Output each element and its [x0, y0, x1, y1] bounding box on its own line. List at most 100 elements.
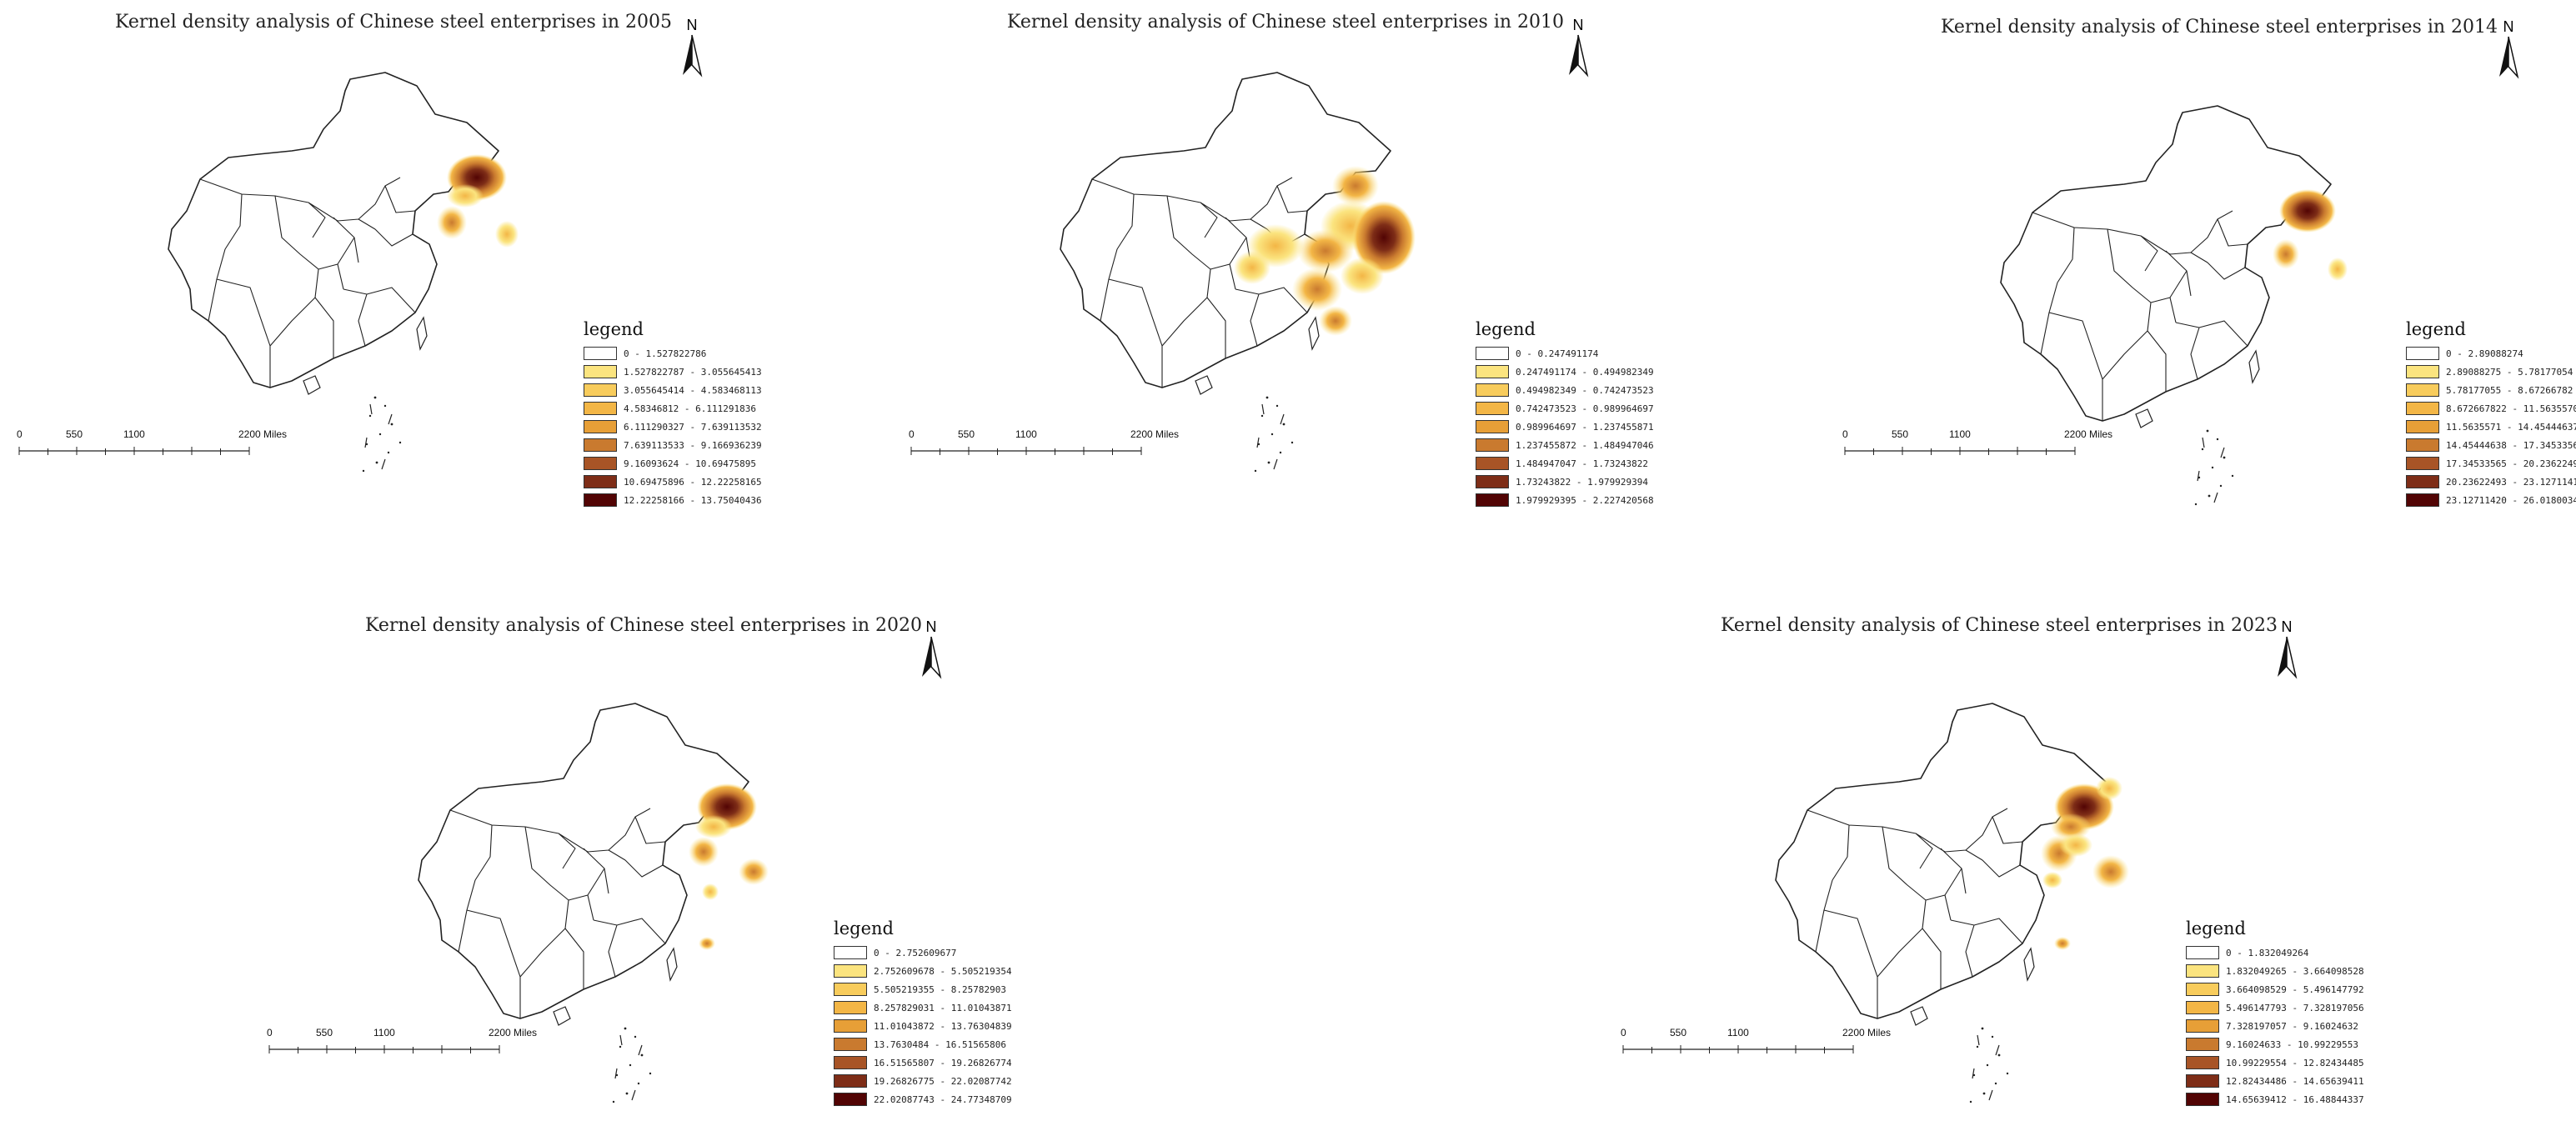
scale-labels: 0 550 1100 2200 Miles [1842, 428, 2141, 443]
legend-item: 0 - 1.832049264 [2186, 943, 2364, 962]
legend-rows: 0 - 1.527822786 1.527822787 - 3.055645413… [584, 344, 762, 509]
scale-label: 1100 [123, 428, 145, 440]
legend-swatch [834, 1019, 867, 1033]
legend-swatch [2186, 1093, 2219, 1106]
legend-label: 0.247491174 - 0.494982349 [1516, 366, 1654, 378]
legend-item: 0.494982349 - 0.742473523 [1476, 381, 1654, 399]
legend-swatch [2406, 457, 2439, 470]
scale-label: 1100 [1015, 428, 1037, 440]
scale-labels: 0 550 1100 2200 Miles [267, 1027, 565, 1042]
hotspot-fujian [699, 937, 715, 950]
north-arrow-icon: N [2488, 17, 2529, 92]
legend-label: 17.34533565 - 20.23622492 [2446, 458, 2576, 469]
legend-label: 1.484947047 - 1.73243822 [1516, 458, 1648, 469]
scale-label: 550 [958, 428, 975, 440]
legend-swatch [1476, 475, 1509, 488]
legend: legend 0 - 1.527822786 1.527822787 - 3.05… [584, 319, 762, 509]
legend-item: 2.89088275 - 5.78177054 [2406, 363, 2576, 381]
legend-swatch [2406, 347, 2439, 360]
legend-swatch [834, 1074, 867, 1088]
map-title: Kernel density analysis of Chinese steel… [1941, 17, 2498, 38]
legend-item: 0 - 0.247491174 [1476, 344, 1654, 363]
legend-item: 0 - 1.527822786 [584, 344, 762, 363]
scale-label: 550 [316, 1027, 333, 1038]
scale-label: 1100 [373, 1027, 395, 1038]
legend-label: 10.99229554 - 12.82434485 [2226, 1057, 2364, 1068]
map-title: Kernel density analysis of Chinese steel… [1007, 12, 1565, 33]
hotspot-liaoning [2096, 777, 2122, 800]
legend-item: 1.979929395 - 2.227420568 [1476, 491, 1654, 509]
legend-label: 23.12711420 - 26.01800346 [2446, 494, 2576, 506]
legend-item: 5.78177055 - 8.67266782 [2406, 381, 2576, 399]
legend-item: 1.527822787 - 3.055645413 [584, 363, 762, 381]
hotspot-hebei [437, 206, 467, 239]
legend-swatch [1476, 457, 1509, 470]
legend-item: 10.69475896 - 12.22258165 [584, 473, 762, 491]
china-map [1060, 72, 1416, 473]
legend-label: 2.752609678 - 5.505219354 [874, 965, 1012, 977]
legend-swatch [584, 438, 617, 452]
legend-item: 1.237455872 - 1.484947046 [1476, 436, 1654, 454]
legend-label: 11.01043872 - 13.76304839 [874, 1020, 1012, 1032]
legend-item: 0.989964697 - 1.237455871 [1476, 418, 1654, 436]
legend-item: 16.51565807 - 19.26826774 [834, 1053, 1012, 1072]
scale-bar-line [18, 447, 250, 455]
legend-label: 1.237455872 - 1.484947046 [1516, 439, 1654, 451]
legend-title: legend [834, 918, 894, 938]
legend-item: 19.26826775 - 22.02087742 [834, 1072, 1012, 1090]
legend-item: 12.22258166 - 13.75040436 [584, 491, 762, 509]
legend-rows: 0 - 1.832049264 1.832049265 - 3.664098528… [2186, 943, 2364, 1108]
hotspot-hubei [702, 883, 719, 900]
legend-swatch [2406, 438, 2439, 452]
legend: legend 0 - 1.832049264 1.832049265 - 3.66… [2186, 918, 2364, 1108]
legend-item: 1.484947047 - 1.73243822 [1476, 454, 1654, 473]
legend-swatch [584, 347, 617, 360]
china-map [1775, 703, 2129, 1103]
scale-bar: 0 550 1100 2200 Miles [1842, 428, 2141, 459]
legend-item: 7.639113533 - 9.166936239 [584, 436, 762, 454]
legend-swatch [1476, 420, 1509, 433]
legend-item: 1.832049265 - 3.664098528 [2186, 962, 2364, 980]
legend-swatch [2406, 475, 2439, 488]
legend-item: 14.65639412 - 16.48844337 [2186, 1090, 2364, 1108]
legend-label: 7.328197057 - 9.16024632 [2226, 1020, 2358, 1032]
china-map [168, 72, 519, 473]
legend-item: 8.257829031 - 11.01043871 [834, 998, 1012, 1017]
legend-label: 14.65639412 - 16.48844337 [2226, 1093, 2364, 1105]
legend-item: 6.111290327 - 7.639113532 [584, 418, 762, 436]
hotspot-chongqing [1234, 251, 1270, 284]
legend-label: 10.69475896 - 12.22258165 [624, 476, 762, 488]
legend-title: legend [2406, 319, 2466, 339]
legend-rows: 0 - 0.247491174 0.247491174 - 0.494982349… [1476, 344, 1654, 509]
legend-label: 6.111290327 - 7.639113532 [624, 421, 762, 433]
legend-label: 12.22258166 - 13.75040436 [624, 494, 762, 506]
legend-swatch [1476, 493, 1509, 507]
legend-label: 1.73243822 - 1.979929394 [1516, 476, 1648, 488]
legend-label: 3.664098529 - 5.496147792 [2226, 983, 2364, 995]
legend-swatch [584, 420, 617, 433]
scale-label: 0 [1621, 1027, 1626, 1038]
north-arrow-icon: N [1557, 15, 1599, 90]
map-title: Kernel density analysis of Chinese steel… [115, 12, 673, 33]
legend-label: 5.496147793 - 7.328197056 [2226, 1002, 2364, 1013]
scale-label: 2200 Miles [489, 1027, 538, 1038]
north-arrow-icon: N [671, 15, 713, 90]
legend-swatch [2186, 946, 2219, 959]
legend-item: 9.16093624 - 10.69475895 [584, 454, 762, 473]
hotspot-shandong [2059, 833, 2092, 857]
legend-swatch [1476, 438, 1509, 452]
legend-label: 1.979929395 - 2.227420568 [1516, 494, 1654, 506]
legend-swatch [1476, 347, 1509, 360]
hotspot-hubei [1297, 229, 1354, 273]
hotspot-beijing [1332, 166, 1379, 206]
scale-label: 550 [66, 428, 83, 440]
legend-label: 11.5635571 - 14.45444637 [2446, 421, 2576, 433]
north-label: N [2282, 618, 2293, 635]
legend-swatch [1476, 402, 1509, 415]
hotspot-hunan [1292, 268, 1342, 311]
legend-title: legend [584, 319, 644, 339]
legend-swatch [2186, 983, 2219, 996]
legend-swatch [584, 457, 617, 470]
hotspot-guangdong [1319, 306, 1352, 336]
legend-label: 14.45444638 - 17.34533564 [2446, 439, 2576, 451]
